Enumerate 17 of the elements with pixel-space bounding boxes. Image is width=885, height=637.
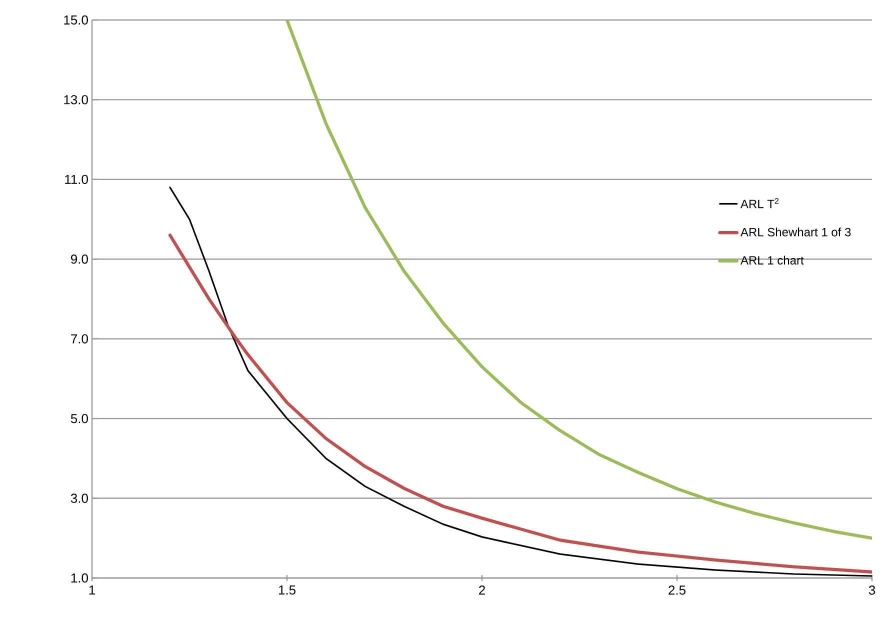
x-tick-label: 2 xyxy=(479,586,485,595)
y-tick-label: 1.0 xyxy=(71,573,88,583)
y-tick-label: 13.0 xyxy=(64,95,88,104)
legend-label: ARL 1 chart xyxy=(740,256,804,265)
legend-label: ARL Shewhart 1 of 3 xyxy=(740,228,851,236)
x-tick-label: 2.5 xyxy=(668,586,686,595)
y-tick-label: 15.0 xyxy=(64,15,88,25)
x-tick-label: 1 xyxy=(89,586,95,594)
x-tick-label: 1.5 xyxy=(278,586,296,595)
x-tick-label: 3 xyxy=(868,586,876,595)
y-tick-label: 7.0 xyxy=(71,334,88,344)
y-tick-label: 5.0 xyxy=(70,414,88,424)
line-series xyxy=(285,20,872,540)
y-tick-label: 11.0 xyxy=(65,174,88,184)
y-tick-label: 3.0 xyxy=(70,494,88,503)
y-tick-label: 9.0 xyxy=(71,254,88,264)
legend-label: ARL T$^{2}$ xyxy=(740,198,779,208)
